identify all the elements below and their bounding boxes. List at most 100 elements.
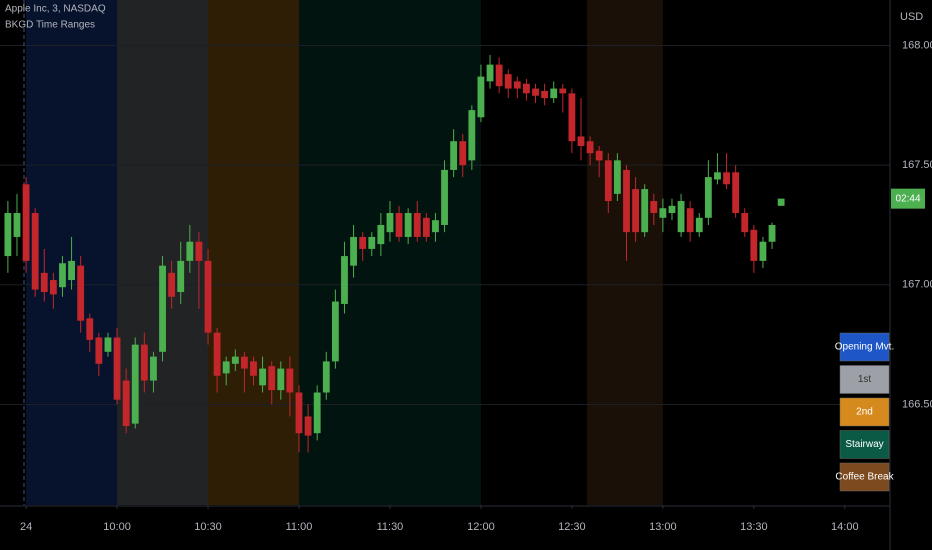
candle-body bbox=[695, 217, 703, 233]
candle-body bbox=[659, 208, 667, 218]
candle-body bbox=[641, 189, 649, 233]
candle-body bbox=[31, 213, 39, 290]
y-tick-label: 166.50 bbox=[902, 398, 932, 410]
band-layer bbox=[26, 0, 663, 505]
candle-body bbox=[623, 169, 630, 233]
candle-body bbox=[741, 213, 749, 233]
candle-body bbox=[95, 337, 103, 364]
candle-body bbox=[486, 64, 494, 82]
candle-body bbox=[140, 344, 148, 381]
candle-body bbox=[104, 337, 112, 352]
candle-body bbox=[195, 241, 203, 261]
candle-body bbox=[668, 205, 676, 214]
candle-body bbox=[441, 169, 448, 225]
candle-body bbox=[523, 83, 530, 94]
candle-body bbox=[322, 361, 330, 393]
candle-body bbox=[350, 236, 357, 266]
candle-body bbox=[650, 201, 658, 214]
candle-body bbox=[532, 88, 539, 96]
candle-body bbox=[204, 260, 212, 333]
countdown: 02:44 bbox=[895, 193, 920, 204]
candle-body bbox=[359, 236, 367, 249]
candle-body bbox=[395, 213, 403, 237]
candle-body bbox=[286, 368, 294, 393]
candle-body bbox=[459, 141, 467, 166]
candle-body bbox=[477, 76, 485, 118]
candle-body bbox=[677, 201, 685, 233]
candle-body bbox=[759, 241, 767, 261]
candle-body bbox=[723, 172, 730, 185]
candle-body bbox=[577, 136, 585, 146]
legend-label: Opening Mvt. bbox=[835, 342, 894, 353]
candle-body bbox=[186, 241, 194, 261]
candle-body bbox=[22, 184, 30, 261]
x-tick-label: 13:30 bbox=[740, 521, 768, 533]
candle-body bbox=[231, 356, 239, 364]
candle-body bbox=[259, 368, 267, 386]
candle-layer bbox=[4, 55, 785, 453]
candle-body bbox=[768, 224, 776, 242]
candle-body bbox=[686, 208, 694, 233]
x-tick-label: 13:00 bbox=[649, 521, 677, 533]
candle-body bbox=[341, 256, 348, 304]
legend-label: Stairway bbox=[845, 439, 883, 450]
candle-body bbox=[368, 236, 376, 249]
candle-body bbox=[504, 74, 512, 89]
candle-body bbox=[495, 64, 503, 87]
candle-body bbox=[240, 356, 248, 369]
x-tick-label: 12:00 bbox=[467, 521, 495, 533]
candle-body bbox=[113, 337, 121, 400]
candle-body bbox=[422, 217, 430, 237]
legend-label: Coffee Break bbox=[835, 472, 894, 483]
legend-label: 2nd bbox=[856, 407, 873, 418]
axis-layer: 168.00 167.50 167.00 166.50 24 10:00 10:30 11:0… bbox=[20, 39, 932, 533]
candle-body bbox=[513, 81, 521, 89]
time-band bbox=[298, 0, 481, 505]
candle-body bbox=[313, 392, 321, 434]
candle-body bbox=[450, 141, 458, 170]
legend-swatch bbox=[839, 365, 890, 394]
candle-body bbox=[704, 177, 712, 218]
candle-body bbox=[550, 88, 558, 99]
time-band bbox=[208, 0, 299, 505]
candle-body bbox=[250, 361, 257, 376]
candle-body bbox=[159, 265, 166, 352]
price-label-box bbox=[891, 188, 925, 209]
candle-body bbox=[777, 198, 785, 206]
legend-swatch bbox=[839, 430, 890, 459]
y-tick-label: 168.00 bbox=[902, 39, 932, 51]
candle-body bbox=[268, 366, 276, 391]
candle-body bbox=[404, 213, 412, 237]
candle-body bbox=[432, 220, 439, 233]
time-band bbox=[587, 0, 663, 505]
candle-body bbox=[750, 229, 758, 261]
time-band bbox=[117, 0, 209, 505]
candle-body bbox=[122, 380, 130, 427]
y-tick-label: 167.50 bbox=[902, 159, 932, 171]
candle-body bbox=[595, 150, 603, 161]
indicator-name: BKGD Time Ranges bbox=[5, 20, 95, 31]
candle-body bbox=[377, 224, 385, 245]
candle-body bbox=[49, 280, 57, 295]
candle-body bbox=[632, 189, 639, 233]
candle-body bbox=[86, 318, 94, 340]
currency: USD bbox=[900, 11, 923, 23]
x-tick-label: 14:00 bbox=[831, 521, 859, 533]
legend-swatch bbox=[839, 462, 890, 492]
candle-body bbox=[468, 110, 476, 161]
legend-swatch bbox=[839, 397, 890, 427]
candle-body bbox=[213, 332, 221, 376]
candle-body bbox=[40, 272, 48, 292]
legend-swatch bbox=[839, 332, 890, 362]
candle-body bbox=[541, 90, 549, 99]
candle-body bbox=[304, 416, 312, 436]
candle-body bbox=[386, 213, 394, 233]
candle-body bbox=[277, 368, 285, 391]
candle-body bbox=[732, 172, 740, 214]
candle-body bbox=[613, 160, 621, 194]
y-tick-label: 167.00 bbox=[902, 279, 932, 291]
legend: Opening Mvt. 1st 2nd Stairway Coffee Break bbox=[835, 332, 895, 492]
candle-body bbox=[131, 344, 139, 424]
x-tick-label: 12:30 bbox=[558, 521, 586, 533]
